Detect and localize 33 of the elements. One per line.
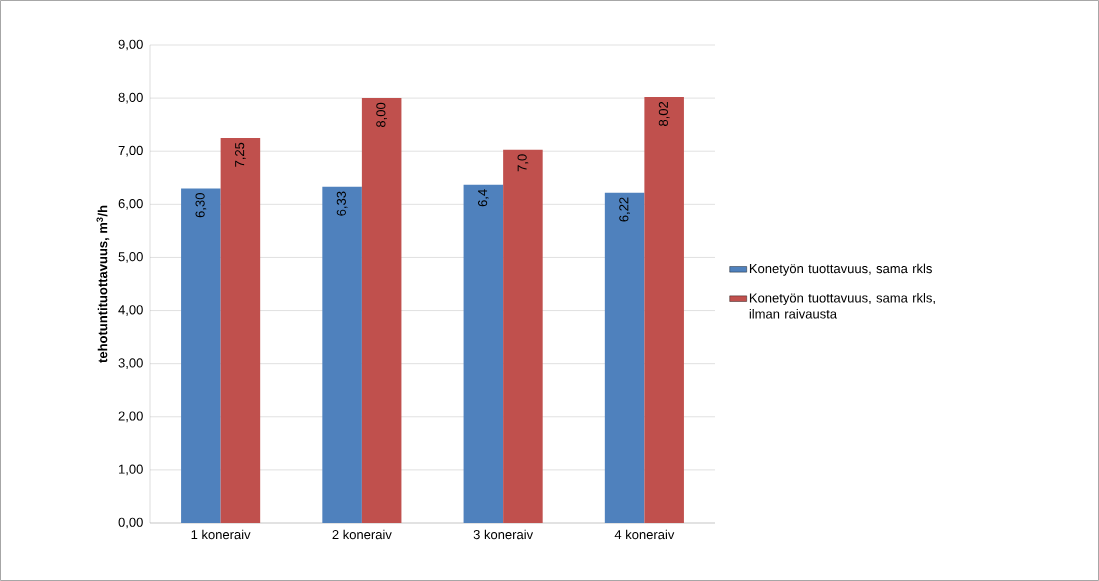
data-label: 6,4 xyxy=(477,189,489,207)
data-label: 8,02 xyxy=(658,101,670,126)
data-label: 6,22 xyxy=(619,197,630,222)
bar xyxy=(463,184,504,523)
y-tick-label: 2,00 xyxy=(118,411,143,423)
y-tick-label: 8,00 xyxy=(118,92,143,104)
bar xyxy=(644,97,684,523)
legend-label: Konetyön tuottavuus, sama rkls, ilman raivausta xyxy=(749,292,935,319)
bar xyxy=(361,98,402,523)
data-label: 6,33 xyxy=(336,191,348,216)
x-tick-label: 3 koneraiv xyxy=(473,529,534,540)
y-tick-label: 4,00 xyxy=(118,305,143,316)
data-label: 6,30 xyxy=(195,193,207,218)
data-label: 7,25 xyxy=(235,142,246,167)
y-tick-label: 9,00 xyxy=(118,39,143,51)
y-tick-label: 6,00 xyxy=(118,198,143,210)
bar xyxy=(503,149,543,523)
bar xyxy=(604,192,645,523)
x-tick-label: 4 koneraiv xyxy=(614,529,675,540)
bar xyxy=(322,186,362,523)
y-tick-label: 0,00 xyxy=(118,517,143,529)
x-tick-label: 2 koneraiv xyxy=(332,529,392,540)
y-tick-label: 1,00 xyxy=(119,464,143,476)
y-tick-label: 5,00 xyxy=(118,252,143,263)
bar xyxy=(220,137,261,523)
data-label: 8,00 xyxy=(376,102,388,128)
y-tick-label: 3,00 xyxy=(118,358,143,370)
y-tick-label: 7,00 xyxy=(118,145,143,157)
bar xyxy=(181,188,221,523)
x-tick-label: 1 koneraiv xyxy=(191,529,251,540)
y-axis-title: tehotuntituottavuus, m$^{3}$/h xyxy=(96,205,110,363)
legend-label: Konetyön tuottavuus, sama rkls xyxy=(749,263,932,276)
data-label: 7,0 xyxy=(517,154,529,172)
